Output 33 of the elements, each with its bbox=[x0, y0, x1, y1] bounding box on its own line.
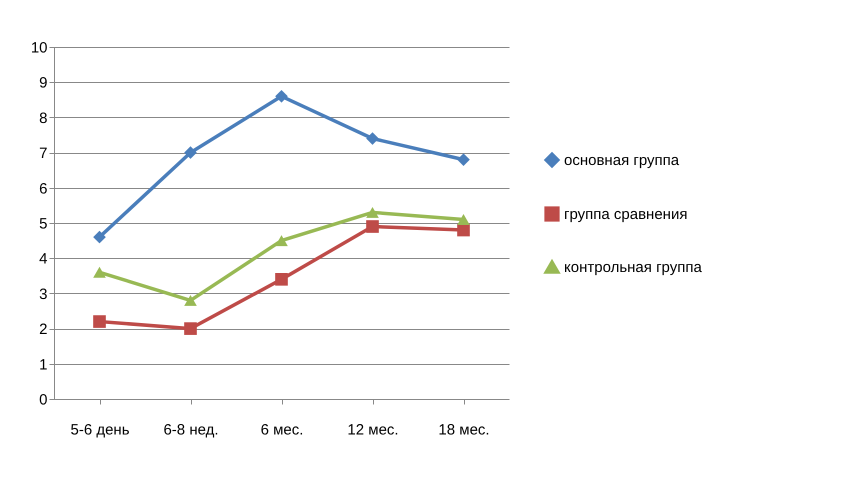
x-tick-label: 12 мес. bbox=[347, 422, 399, 438]
y-tick-label: 5 bbox=[39, 216, 48, 232]
point bbox=[184, 146, 197, 159]
point bbox=[457, 153, 470, 166]
y-tick-label: 4 bbox=[39, 250, 48, 268]
x-tick-label: 6 мес. bbox=[260, 422, 304, 438]
y-tick-label: 7 bbox=[39, 145, 48, 162]
y-tick-label: 2 bbox=[39, 321, 48, 338]
point bbox=[457, 214, 470, 225]
point bbox=[275, 272, 288, 286]
legend-label: основная группа bbox=[564, 152, 680, 169]
y-tick-label: 8 bbox=[39, 110, 48, 127]
legend-label: группа сравнения bbox=[564, 206, 688, 223]
point bbox=[366, 220, 379, 233]
point bbox=[93, 266, 106, 278]
point bbox=[275, 90, 288, 103]
x-tick-label: 5-6 день bbox=[70, 422, 130, 438]
y-tick-label: 6 bbox=[39, 180, 48, 198]
point bbox=[184, 322, 197, 335]
x-tick-label: 6-8 нед. bbox=[163, 422, 219, 438]
point bbox=[184, 294, 197, 306]
y-tick-label: 10 bbox=[30, 40, 48, 56]
y-tick-label: 1 bbox=[39, 356, 48, 374]
legend-label: контрольная группа bbox=[564, 259, 702, 276]
point bbox=[93, 315, 106, 328]
y-tick-label: 9 bbox=[39, 74, 48, 92]
point bbox=[275, 235, 288, 246]
x-tick-label: 18 мес. bbox=[438, 422, 490, 438]
point bbox=[366, 132, 379, 145]
point bbox=[366, 206, 379, 218]
point bbox=[93, 230, 106, 244]
y-tick-label: 3 bbox=[39, 286, 48, 303]
y-tick-label: 0 bbox=[39, 392, 48, 408]
